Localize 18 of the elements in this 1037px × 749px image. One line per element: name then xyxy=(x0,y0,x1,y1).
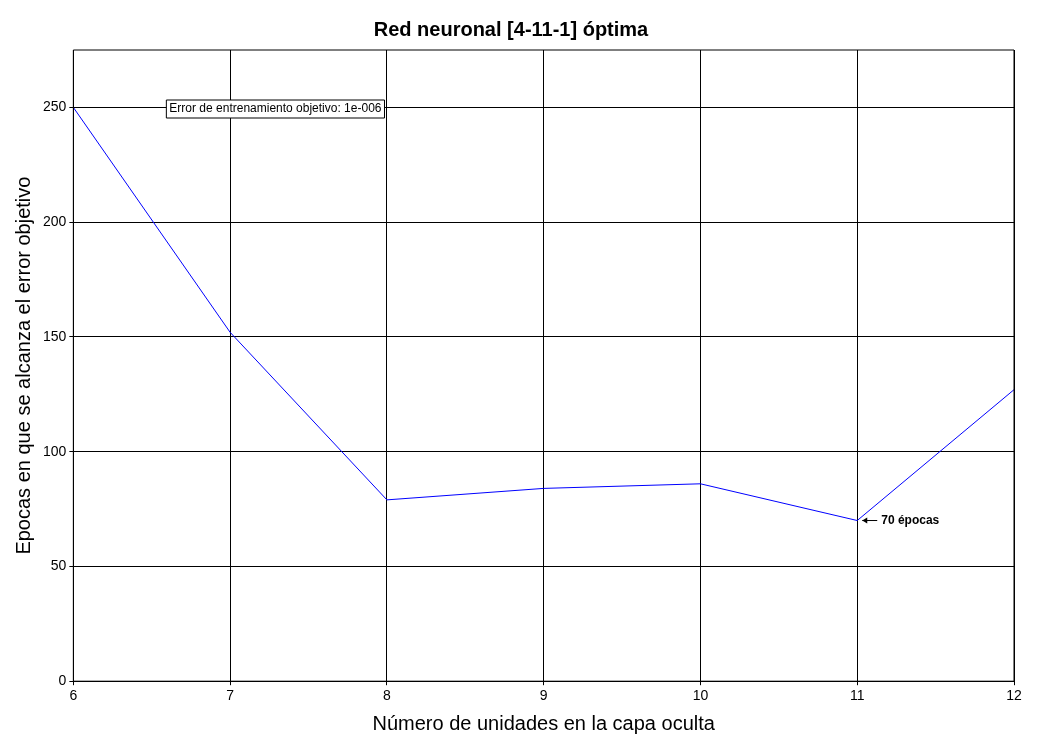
annotation: 70 épocas xyxy=(881,512,940,527)
y-tick-label: 150 xyxy=(43,327,67,344)
x-tick-label: 9 xyxy=(539,687,548,704)
x-tick-label: 12 xyxy=(1006,687,1022,704)
y-tick-label: 200 xyxy=(43,213,67,229)
chart-title: Red neuronal [4-11-1] óptima xyxy=(373,17,650,40)
x-tick-label: 6 xyxy=(69,687,78,704)
y-tick-label: 100 xyxy=(43,442,67,459)
y-axis-title: Epocas en que se alcanza el error objetivo xyxy=(11,176,34,555)
annotation: Error de entrenamiento objetivo: 1e-006 xyxy=(169,101,382,116)
y-tick-label: 0 xyxy=(58,672,67,689)
x-axis-title: Número de unidades en la capa oculta xyxy=(372,711,716,734)
x-tick-label: 7 xyxy=(226,687,235,704)
x-tick-label: 10 xyxy=(692,687,709,704)
x-tick-label: 8 xyxy=(383,687,392,704)
y-tick-label: 250 xyxy=(43,98,67,115)
x-tick-label: 11 xyxy=(849,687,865,704)
y-tick-label: 50 xyxy=(50,557,67,574)
